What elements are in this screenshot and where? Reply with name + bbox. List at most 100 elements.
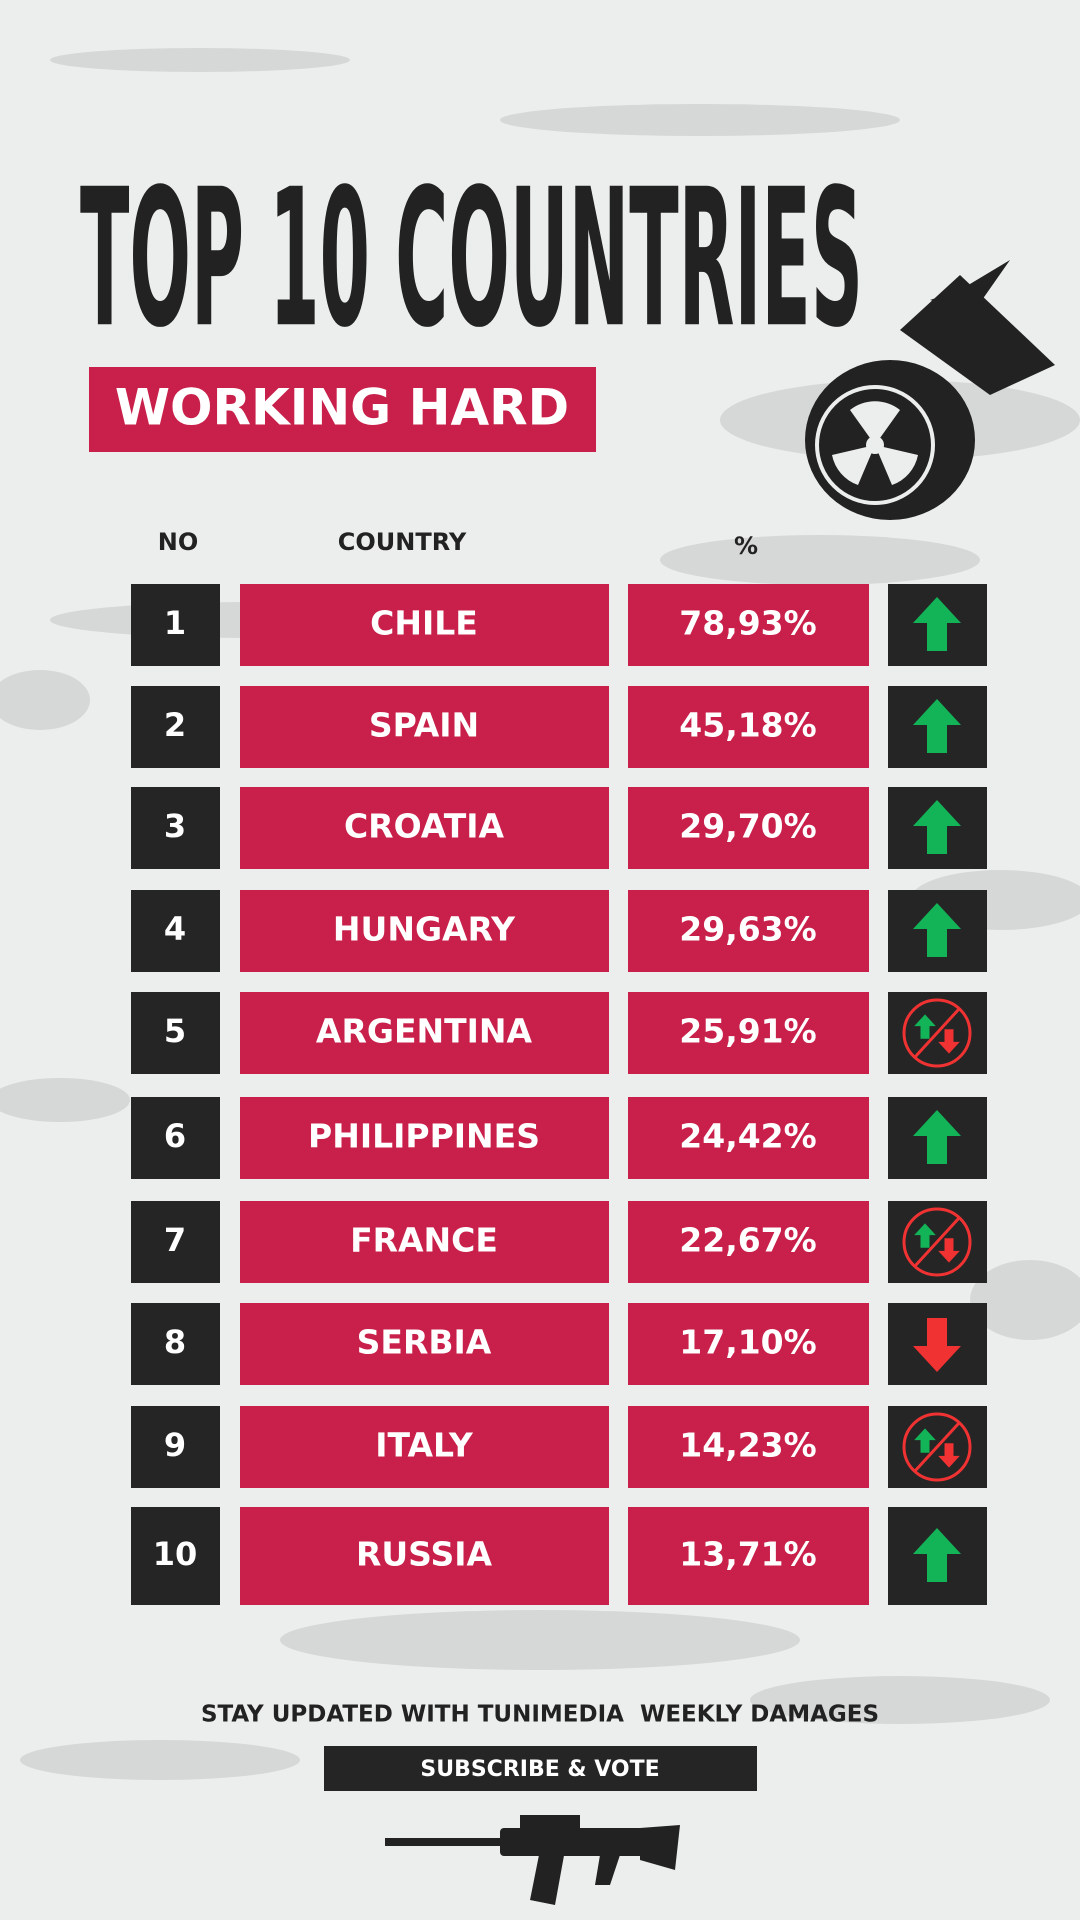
country: RUSSIA bbox=[356, 1535, 493, 1574]
footer-text: STAY UPDATED WITH TUNIMEDIA WEEKLY DAMAG… bbox=[201, 1702, 879, 1728]
rank: 5 bbox=[164, 1012, 186, 1050]
rank: 3 bbox=[164, 807, 186, 845]
percent-cell bbox=[628, 1201, 869, 1283]
rank-cell bbox=[131, 1201, 220, 1283]
percent: 25,91% bbox=[679, 1012, 816, 1051]
arrow-up bbox=[913, 1110, 961, 1164]
subscribe-button[interactable] bbox=[324, 1746, 757, 1791]
rank-cell bbox=[131, 787, 220, 869]
rank-cell bbox=[131, 1406, 220, 1488]
percent: 78,93% bbox=[679, 604, 816, 643]
rank: 4 bbox=[164, 910, 186, 948]
percent: 29,63% bbox=[679, 910, 816, 949]
country-cell bbox=[240, 1303, 609, 1385]
rank-cell bbox=[131, 890, 220, 972]
country: CHILE bbox=[370, 604, 478, 643]
rank-cell bbox=[131, 686, 220, 768]
percent: 29,70% bbox=[679, 807, 816, 846]
arrow-up bbox=[913, 699, 961, 753]
arrow-up bbox=[913, 597, 961, 651]
percent: 45,18% bbox=[679, 706, 816, 745]
country: FRANCE bbox=[350, 1221, 498, 1260]
rank: 8 bbox=[164, 1323, 186, 1361]
country-cell bbox=[240, 1507, 609, 1605]
rank-cell bbox=[131, 992, 220, 1074]
country-cell bbox=[240, 890, 609, 972]
rank-cell bbox=[131, 1303, 220, 1385]
no-change-slash bbox=[913, 1421, 961, 1473]
percent: 22,67% bbox=[679, 1221, 816, 1260]
percent-cell bbox=[628, 1507, 869, 1605]
arrow-up bbox=[913, 1528, 961, 1582]
rank-cell bbox=[131, 1097, 220, 1179]
subtitle: WORKING HARD bbox=[115, 379, 569, 437]
rank: 6 bbox=[164, 1117, 186, 1155]
arrow-down bbox=[938, 1029, 960, 1054]
table-row: 5 ARGENTINA 25,91% bbox=[131, 992, 987, 1074]
country-cell bbox=[240, 584, 609, 666]
percent: 14,23% bbox=[679, 1426, 816, 1465]
rank: 10 bbox=[153, 1535, 198, 1573]
table-row: 4 HUNGARY 29,63% bbox=[131, 890, 987, 972]
table-row: 6 PHILIPPINES 24,42% bbox=[131, 1097, 987, 1179]
rank: 7 bbox=[164, 1221, 186, 1259]
percent: 24,42% bbox=[679, 1117, 816, 1156]
column-header: COUNTRY bbox=[338, 528, 467, 556]
country: CROATIA bbox=[344, 807, 505, 846]
no-change-circle bbox=[902, 1412, 972, 1482]
table-row: 3 CROATIA 29,70% bbox=[131, 787, 987, 869]
column-header: NO bbox=[158, 528, 199, 556]
arrow-up bbox=[913, 903, 961, 957]
country: PHILIPPINES bbox=[308, 1117, 540, 1156]
table-row: 7 FRANCE 22,67% bbox=[131, 1201, 987, 1283]
country: HUNGARY bbox=[333, 910, 516, 949]
table-row: 9 ITALY 14,23% bbox=[131, 1406, 987, 1488]
table-row: 2 SPAIN 45,18% bbox=[131, 686, 987, 768]
bomb-icon bbox=[805, 260, 1055, 520]
percent-cell bbox=[628, 992, 869, 1074]
country-cell bbox=[240, 787, 609, 869]
table-row: 1 CHILE 78,93% bbox=[131, 584, 987, 666]
percent-cell bbox=[628, 686, 869, 768]
country: ITALY bbox=[375, 1426, 474, 1465]
rank-cell bbox=[131, 1507, 220, 1605]
subtitle-box bbox=[89, 367, 596, 452]
table-row: 8 SERBIA 17,10% bbox=[131, 1303, 987, 1385]
rank: 2 bbox=[164, 706, 186, 744]
country-cell bbox=[240, 992, 609, 1074]
arrow-down bbox=[938, 1238, 960, 1263]
country-cell bbox=[240, 1406, 609, 1488]
arrow-up bbox=[914, 1428, 936, 1453]
percent-cell bbox=[628, 1097, 869, 1179]
arrow-down bbox=[913, 1318, 961, 1372]
percent: 13,71% bbox=[679, 1535, 816, 1574]
no-change-circle bbox=[902, 1207, 972, 1277]
percent-cell bbox=[628, 890, 869, 972]
table-rows: 1 CHILE 78,93% 2 SPAIN 45,18% 3 CROATIA 29,70% 4 H… bbox=[131, 584, 987, 1605]
table-row: 10 RUSSIA 13,71% bbox=[131, 1507, 987, 1605]
country: SERBIA bbox=[357, 1323, 492, 1362]
arrow-down bbox=[938, 1443, 960, 1468]
country: SPAIN bbox=[369, 706, 479, 745]
percent-cell bbox=[628, 1303, 869, 1385]
grunge-texture bbox=[0, 48, 1080, 1780]
percent-cell bbox=[628, 787, 869, 869]
title: TOP 10 COUNTRIES bbox=[80, 148, 863, 369]
column-header: % bbox=[734, 532, 758, 560]
no-change-circle bbox=[902, 998, 972, 1068]
rifle-icon bbox=[385, 1815, 680, 1905]
percent-cell bbox=[628, 1406, 869, 1488]
percent-cell bbox=[628, 584, 869, 666]
country: ARGENTINA bbox=[316, 1012, 533, 1051]
country-cell bbox=[240, 1201, 609, 1283]
no-change-slash bbox=[913, 1007, 961, 1059]
rank: 9 bbox=[164, 1426, 186, 1464]
arrow-up bbox=[914, 1223, 936, 1248]
rank-cell bbox=[131, 584, 220, 666]
no-change-slash bbox=[913, 1216, 961, 1268]
country-cell bbox=[240, 1097, 609, 1179]
subscribe-button-label[interactable]: SUBSCRIBE & VOTE bbox=[420, 1757, 659, 1782]
rank: 1 bbox=[164, 604, 186, 642]
